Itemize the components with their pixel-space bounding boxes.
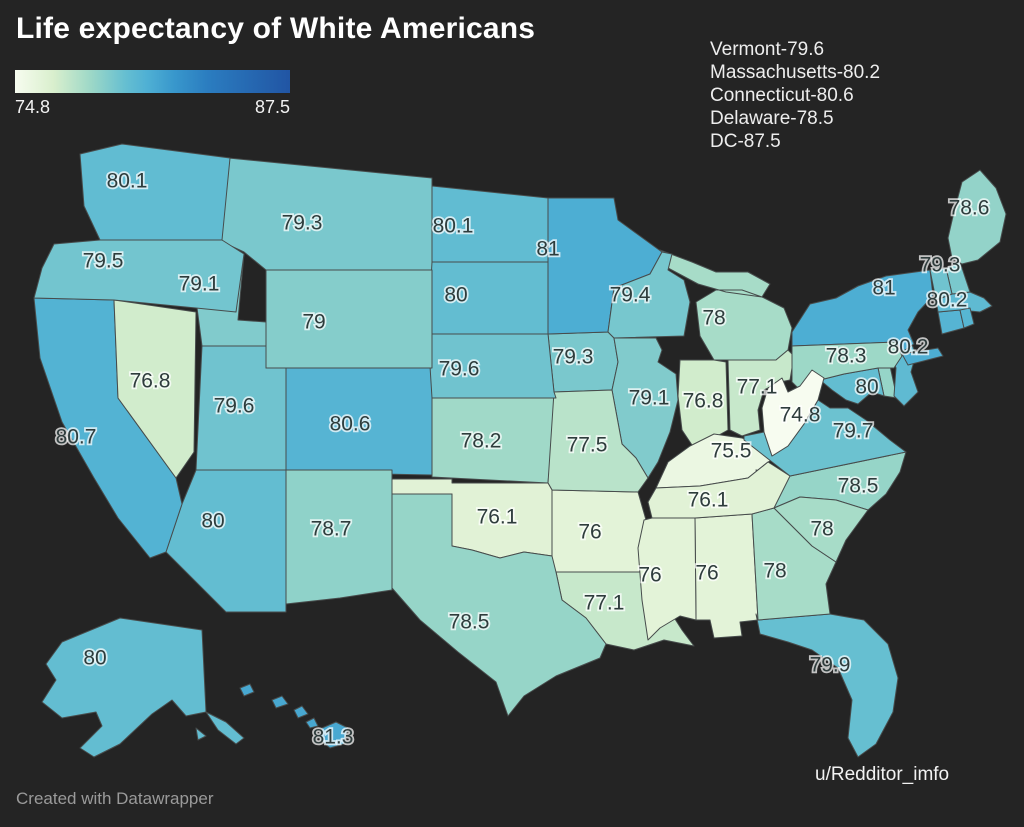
state-value-label-SD: 80 [444, 284, 467, 307]
annotation-line: Connecticut-80.6 [710, 85, 854, 106]
state-value-label-MO: 77.5 [567, 434, 608, 457]
reddit-credit: u/Redditor_imfo [815, 764, 950, 785]
state-WY[interactable] [265, 269, 433, 369]
state-value-label-AL: 76 [695, 562, 718, 585]
state-value-label-MI: 78 [702, 307, 725, 330]
state-value-label-AK: 80 [83, 647, 106, 670]
state-value-label-NJ: 80.2 [888, 336, 929, 359]
state-value-label-ND: 80.1 [433, 215, 474, 238]
state-MS[interactable] [637, 517, 697, 641]
state-value-label-MA: 80.2 [927, 289, 968, 312]
state-value-label-UT: 79.6 [214, 395, 255, 418]
annotation-line: Delaware-78.5 [710, 108, 834, 129]
state-value-label-KS: 78.2 [461, 430, 502, 453]
state-TX[interactable] [391, 493, 607, 717]
state-NV[interactable] [113, 299, 197, 479]
state-FL[interactable] [755, 613, 899, 758]
attribution: Created with Datawrapper [16, 789, 214, 808]
state-value-label-WV: 74.8 [780, 404, 821, 427]
state-value-label-NM: 78.7 [311, 518, 352, 541]
state-AK[interactable] [41, 617, 245, 758]
legend-labels: 74.8 87.5 [15, 97, 290, 118]
state-value-label-AZ: 80 [201, 510, 224, 533]
state-value-label-OH: 77.1 [737, 376, 778, 399]
state-HI[interactable] [239, 683, 349, 749]
state-value-label-IN: 76.8 [683, 390, 724, 413]
state-SC[interactable] [773, 496, 869, 563]
state-value-label-VA: 79.7 [833, 420, 874, 443]
state-value-label-LA: 77.1 [584, 592, 625, 615]
state-value-label-WA: 80.1 [107, 170, 148, 193]
state-value-label-CO: 80.6 [330, 413, 371, 436]
legend-min-label: 74.8 [15, 97, 51, 117]
chart-title: Life expectancy of White Americans [16, 12, 536, 45]
annotation-line: DC-87.5 [710, 131, 781, 152]
state-value-label-SC: 78 [810, 518, 833, 541]
state-value-label-IL: 79.1 [629, 387, 670, 410]
state-WI[interactable] [607, 251, 691, 339]
state-NM[interactable] [285, 469, 393, 605]
state-value-label-CA: 80.7 [56, 426, 97, 449]
annotation-line: Vermont-79.6 [710, 39, 825, 60]
state-value-label-KY: 75.5 [711, 440, 752, 463]
state-value-label-FL: 79.9 [810, 654, 851, 677]
state-AZ[interactable] [165, 469, 287, 613]
state-CT[interactable] [937, 309, 965, 335]
state-VT[interactable] [929, 267, 953, 301]
state-value-label-MD: 80 [855, 376, 878, 399]
state-value-label-NC: 78.5 [838, 475, 879, 498]
state-WV[interactable] [761, 369, 825, 457]
state-value-label-WY: 79 [302, 311, 325, 334]
state-value-label-IA: 79.3 [553, 346, 594, 369]
state-RI[interactable] [959, 307, 975, 329]
state-value-label-WI: 79.4 [610, 284, 651, 307]
state-value-label-ID: 79.1 [179, 273, 220, 296]
northeast-states-annotation: Vermont-79.6 Massachusetts-80.2 Connecti… [710, 38, 880, 153]
state-value-label-NV: 76.8 [130, 370, 171, 393]
state-ME[interactable] [947, 169, 1007, 265]
state-value-label-ME: 78.6 [949, 197, 990, 220]
state-value-label-PA: 78.3 [826, 345, 867, 368]
state-value-label-NH: 79.3 [920, 254, 961, 277]
state-value-label-MN: 81 [536, 238, 559, 261]
state-WA[interactable] [79, 143, 231, 241]
state-value-label-OK: 76.1 [477, 506, 518, 529]
state-value-label-NY: 81 [872, 277, 895, 300]
state-value-label-GA: 78 [763, 560, 786, 583]
state-value-label-MT: 79.3 [282, 212, 323, 235]
state-value-label-TX: 78.5 [449, 611, 490, 634]
state-NY[interactable] [791, 269, 944, 366]
state-value-label-AR: 76 [578, 521, 601, 544]
annotation-line: Massachusetts-80.2 [710, 62, 881, 83]
state-value-label-HI: 81.3 [313, 726, 354, 749]
state-value-label-NE: 79.6 [439, 358, 480, 381]
color-legend: 74.8 87.5 [15, 70, 290, 118]
state-value-label-OR: 79.5 [83, 250, 124, 273]
state-value-label-MS: 76 [638, 564, 661, 587]
state-MI[interactable] [659, 249, 793, 361]
legend-max-label: 87.5 [254, 97, 290, 117]
state-value-label-TN: 76.1 [688, 489, 729, 512]
legend-gradient-bar [15, 70, 290, 93]
